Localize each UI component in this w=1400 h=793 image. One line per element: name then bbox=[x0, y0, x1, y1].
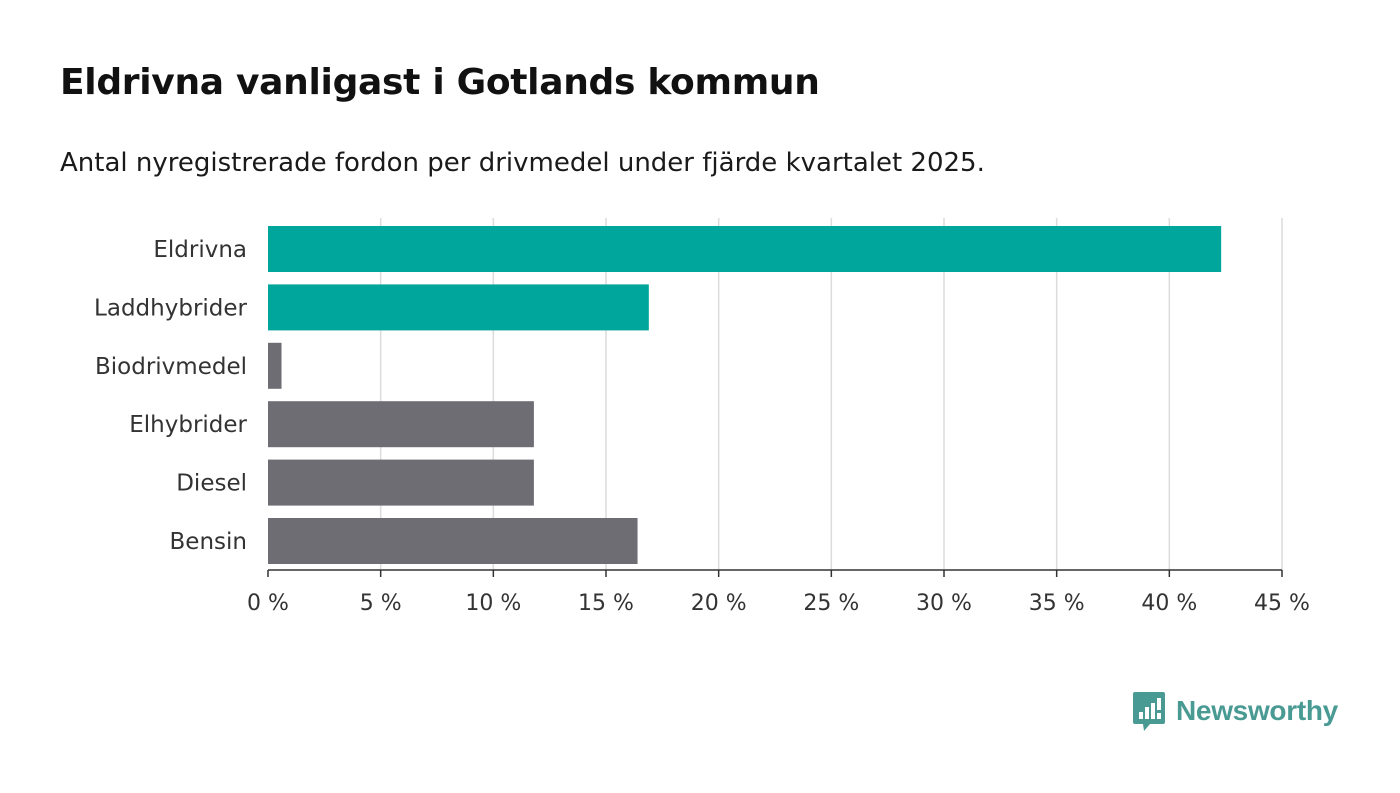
bar-elhybrider bbox=[268, 401, 534, 448]
bar-eldrivna bbox=[268, 226, 1222, 272]
category-label: Diesel bbox=[176, 471, 247, 497]
brand-name: Newsworthy bbox=[1176, 695, 1338, 726]
category-label: Biodrivmedel bbox=[95, 354, 247, 380]
x-tick-label: 10 % bbox=[465, 591, 521, 616]
bar-biodrivmedel bbox=[268, 342, 282, 389]
category-label: Eldrivna bbox=[153, 237, 247, 263]
x-tick-label: 40 % bbox=[1141, 591, 1197, 616]
x-tick-label: 30 % bbox=[916, 591, 972, 616]
chart-title: Eldrivna vanligast i Gotlands kommun bbox=[60, 62, 820, 103]
x-tick-label: 15 % bbox=[578, 591, 634, 616]
category-label: Laddhybrider bbox=[94, 295, 247, 321]
chart-subtitle: Antal nyregistrerade fordon per drivmede… bbox=[60, 148, 985, 178]
category-label: Bensin bbox=[170, 529, 247, 555]
bar-diesel bbox=[268, 459, 534, 506]
x-tick-label: 35 % bbox=[1029, 591, 1085, 616]
x-tick-label: 0 % bbox=[247, 591, 289, 616]
newsworthy-logo: Newsworthy bbox=[1132, 690, 1338, 732]
newsworthy-logo-icon bbox=[1133, 692, 1165, 731]
x-tick-label: 25 % bbox=[803, 591, 859, 616]
bar-laddhybrider bbox=[268, 284, 649, 331]
bar-chart: Eldrivna Laddhybrider Biodrivmedel Elhybrid… bbox=[94, 218, 1310, 616]
x-tick-label: 5 % bbox=[360, 591, 402, 616]
bar-bensin bbox=[268, 518, 638, 564]
x-tick-label: 45 % bbox=[1254, 591, 1310, 616]
x-tick-label: 20 % bbox=[691, 591, 747, 616]
category-label: Elhybrider bbox=[129, 412, 247, 438]
